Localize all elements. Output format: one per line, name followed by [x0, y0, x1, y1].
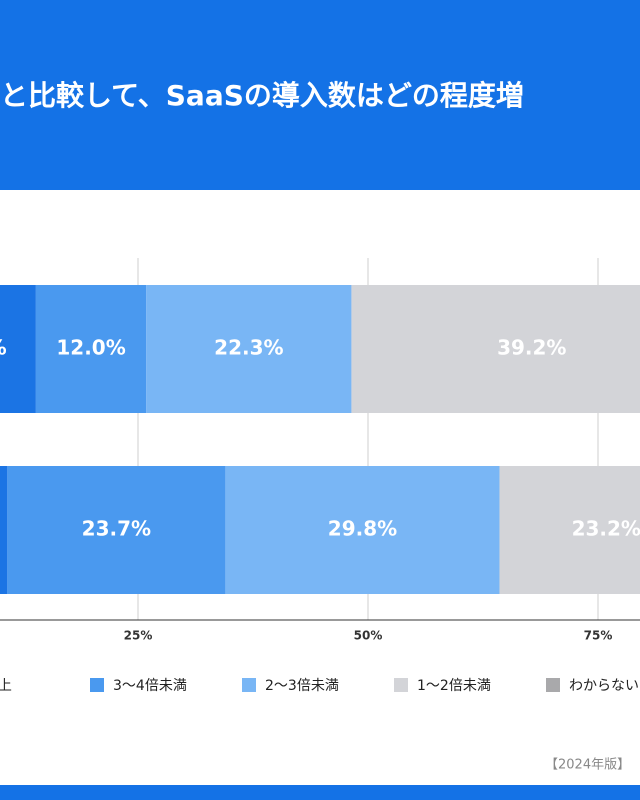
footer-band: [0, 785, 640, 800]
legend-label: 1〜2倍未満: [417, 678, 491, 694]
data-label: 12.0%: [56, 336, 125, 360]
legend-label: 3〜4倍未満: [113, 678, 187, 694]
bar-segment: [146, 285, 352, 413]
legend-label: わからない: [569, 678, 639, 694]
legend-swatch: [242, 678, 256, 692]
data-label: 13.9%: [0, 336, 7, 360]
legend-swatch: [394, 678, 408, 692]
legend-label: 2〜3倍未満: [265, 678, 339, 694]
legend-label: 4倍以上: [0, 678, 12, 694]
bar-segment: [35, 285, 147, 413]
data-label: 23.7%: [82, 517, 151, 541]
data-label: 39.2%: [497, 336, 566, 360]
bar-segment: [0, 466, 8, 594]
x-tick-label: 50%: [354, 629, 383, 643]
bar-segment: [0, 285, 36, 413]
x-tick-label: 75%: [584, 629, 613, 643]
header-band: [0, 0, 640, 190]
source-note: 【2024年版】: [545, 758, 630, 773]
bar-segment: [225, 466, 500, 594]
x-tick-label: 25%: [124, 629, 153, 643]
data-label: 22.3%: [214, 336, 283, 360]
legend-swatch: [90, 678, 104, 692]
bar-segment: [7, 466, 226, 594]
legend-swatch: [546, 678, 560, 692]
chart-title: と比較して、SaaSの導入数はどの程度増: [0, 79, 524, 112]
bar-segment: [499, 466, 640, 594]
data-label: 29.8%: [328, 517, 397, 541]
data-label: 23.2%: [572, 517, 640, 541]
bar-segment: [351, 285, 640, 413]
